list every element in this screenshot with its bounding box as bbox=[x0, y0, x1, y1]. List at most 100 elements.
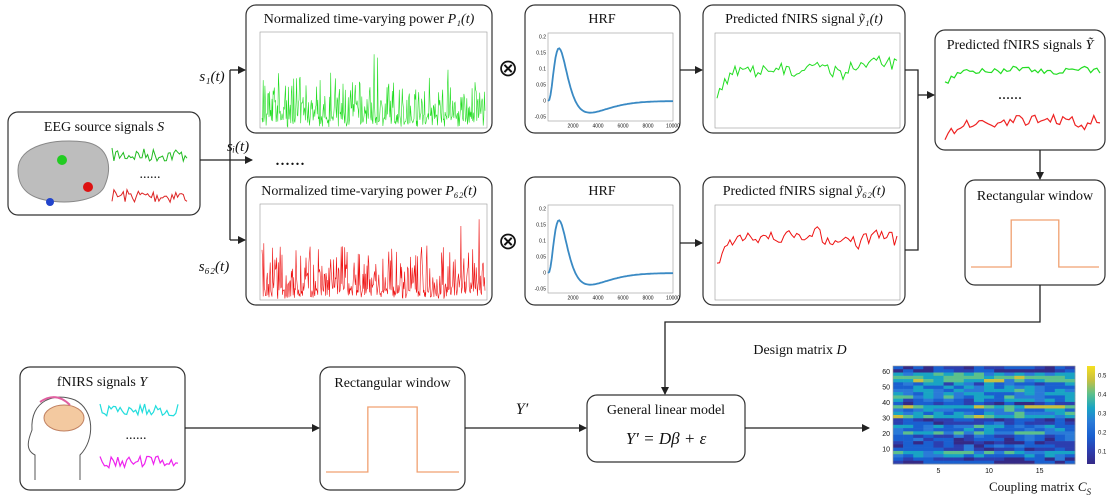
predicted-box bbox=[702, 4, 906, 134]
heatmap-cell bbox=[994, 437, 1005, 442]
heatmap-cell bbox=[893, 382, 904, 386]
hrf-xtick: 6000 bbox=[617, 295, 628, 301]
heatmap-cell bbox=[973, 392, 985, 396]
hrf-ytick: 0.15 bbox=[536, 50, 546, 56]
heatmap-cell bbox=[953, 421, 965, 426]
heatmap-cell bbox=[1044, 382, 1056, 386]
heatmap-cell bbox=[933, 447, 944, 452]
heatmap-cell bbox=[1034, 379, 1045, 383]
heatmap-cell bbox=[933, 450, 944, 455]
heatmap-cell bbox=[1014, 375, 1025, 380]
heatmap-cell bbox=[1034, 388, 1045, 393]
heatmap-cell bbox=[1054, 366, 1066, 370]
heatmap-cell bbox=[1004, 388, 1015, 393]
heatmap-cell bbox=[1054, 437, 1066, 442]
heatmap-cell bbox=[1064, 408, 1076, 413]
hrf-xtick: 8000 bbox=[642, 123, 653, 129]
heatmap-cell bbox=[943, 457, 954, 462]
heatmap-cell bbox=[893, 450, 904, 455]
hrf-ytick: 0.1 bbox=[539, 238, 546, 244]
heatmap-cell bbox=[963, 388, 975, 393]
text-part: ...... bbox=[140, 167, 161, 182]
heatmap-cell bbox=[1054, 398, 1066, 403]
coupling-title: Coupling matrix CS bbox=[989, 479, 1092, 497]
ellipsis: ...... bbox=[140, 167, 161, 182]
heatmap-cell bbox=[933, 405, 944, 409]
heatmap-cell bbox=[1004, 372, 1015, 377]
heatmap-cell bbox=[913, 411, 924, 416]
heatmap-cell bbox=[1064, 421, 1076, 426]
heatmap-cell bbox=[1044, 366, 1056, 370]
heatmap-cell bbox=[933, 379, 944, 383]
heatmap-cell bbox=[933, 428, 944, 432]
heatmap-cell bbox=[1024, 388, 1035, 393]
heatmap-cell bbox=[1024, 431, 1035, 435]
heatmap-cell bbox=[1044, 424, 1056, 429]
heatmap-cell bbox=[1034, 421, 1045, 426]
heatmap-cell bbox=[893, 428, 904, 432]
heatmap-cell bbox=[994, 379, 1005, 383]
heatmap-cell bbox=[923, 382, 934, 386]
heatmap-cell bbox=[1024, 428, 1035, 432]
heatmap-cell bbox=[903, 369, 914, 373]
plot-frame bbox=[547, 32, 674, 122]
plot-frame bbox=[547, 204, 674, 294]
heatmap-cell bbox=[933, 437, 944, 442]
fnirs-title: fNIRS signals Y bbox=[57, 375, 149, 390]
heatmap-cell bbox=[1034, 411, 1045, 416]
heatmap-cell bbox=[893, 398, 904, 403]
heatmap-cell bbox=[994, 428, 1005, 432]
heatmap-ytick: 40 bbox=[882, 400, 890, 407]
predicted-all-box bbox=[934, 29, 1106, 151]
y-prime-label: Y′ bbox=[516, 401, 529, 418]
heatmap-cell bbox=[984, 424, 995, 429]
heatmap-cell bbox=[1064, 450, 1076, 455]
heatmap-cell bbox=[984, 401, 995, 406]
heatmap-cell bbox=[953, 424, 965, 429]
heatmap-cell bbox=[893, 424, 904, 429]
heatmap-cell bbox=[973, 415, 985, 419]
ellipsis: ...... bbox=[275, 148, 305, 170]
heatmap-cell bbox=[994, 444, 1005, 448]
heatmap-cell bbox=[963, 444, 975, 448]
heatmap-cell bbox=[893, 431, 904, 435]
heatmap-cell bbox=[893, 369, 904, 373]
heatmap-cell bbox=[994, 431, 1005, 435]
heatmap-ytick: 30 bbox=[882, 415, 890, 422]
heatmap-cell bbox=[1024, 418, 1035, 422]
heatmap-cell bbox=[953, 434, 965, 439]
heatmap-cell bbox=[1054, 450, 1066, 455]
heatmap-cell bbox=[953, 437, 965, 442]
hrf-box bbox=[524, 4, 681, 134]
text-part: Rectangular window bbox=[334, 376, 451, 391]
heatmap-cell bbox=[933, 424, 944, 429]
heatmap-cell bbox=[903, 405, 914, 409]
heatmap-cell bbox=[933, 385, 944, 390]
heatmap-cell bbox=[1024, 447, 1035, 452]
predicted-curve bbox=[716, 226, 898, 264]
heatmap-xtick: 10 bbox=[985, 468, 993, 475]
hrf-title: HRF bbox=[588, 184, 615, 199]
heatmap-cell bbox=[913, 454, 924, 458]
heatmap-cell bbox=[1004, 369, 1015, 373]
heatmap-cell bbox=[1024, 437, 1035, 442]
heatmap-cell bbox=[963, 366, 975, 370]
heatmap-cell bbox=[994, 424, 1005, 429]
heatmap-cell bbox=[1014, 369, 1025, 373]
heatmap-cell bbox=[893, 441, 904, 445]
heatmap-cell bbox=[1044, 447, 1056, 452]
heatmap-cell bbox=[943, 454, 954, 458]
heatmap-cell bbox=[1034, 369, 1045, 373]
heatmap-cell bbox=[1014, 450, 1025, 455]
heatmap-cell bbox=[984, 428, 995, 432]
head-outline bbox=[27, 396, 92, 480]
heatmap-cell bbox=[1014, 437, 1025, 442]
heatmap-cell bbox=[1004, 437, 1015, 442]
heatmap-cell bbox=[1034, 401, 1045, 406]
heatmap-cell bbox=[973, 379, 985, 383]
heatmap-cell bbox=[1004, 415, 1015, 419]
heatmap-cell bbox=[973, 375, 985, 380]
heatmap-cell bbox=[943, 385, 954, 390]
heatmap-cell bbox=[1044, 457, 1056, 462]
plot-frame bbox=[259, 203, 488, 301]
